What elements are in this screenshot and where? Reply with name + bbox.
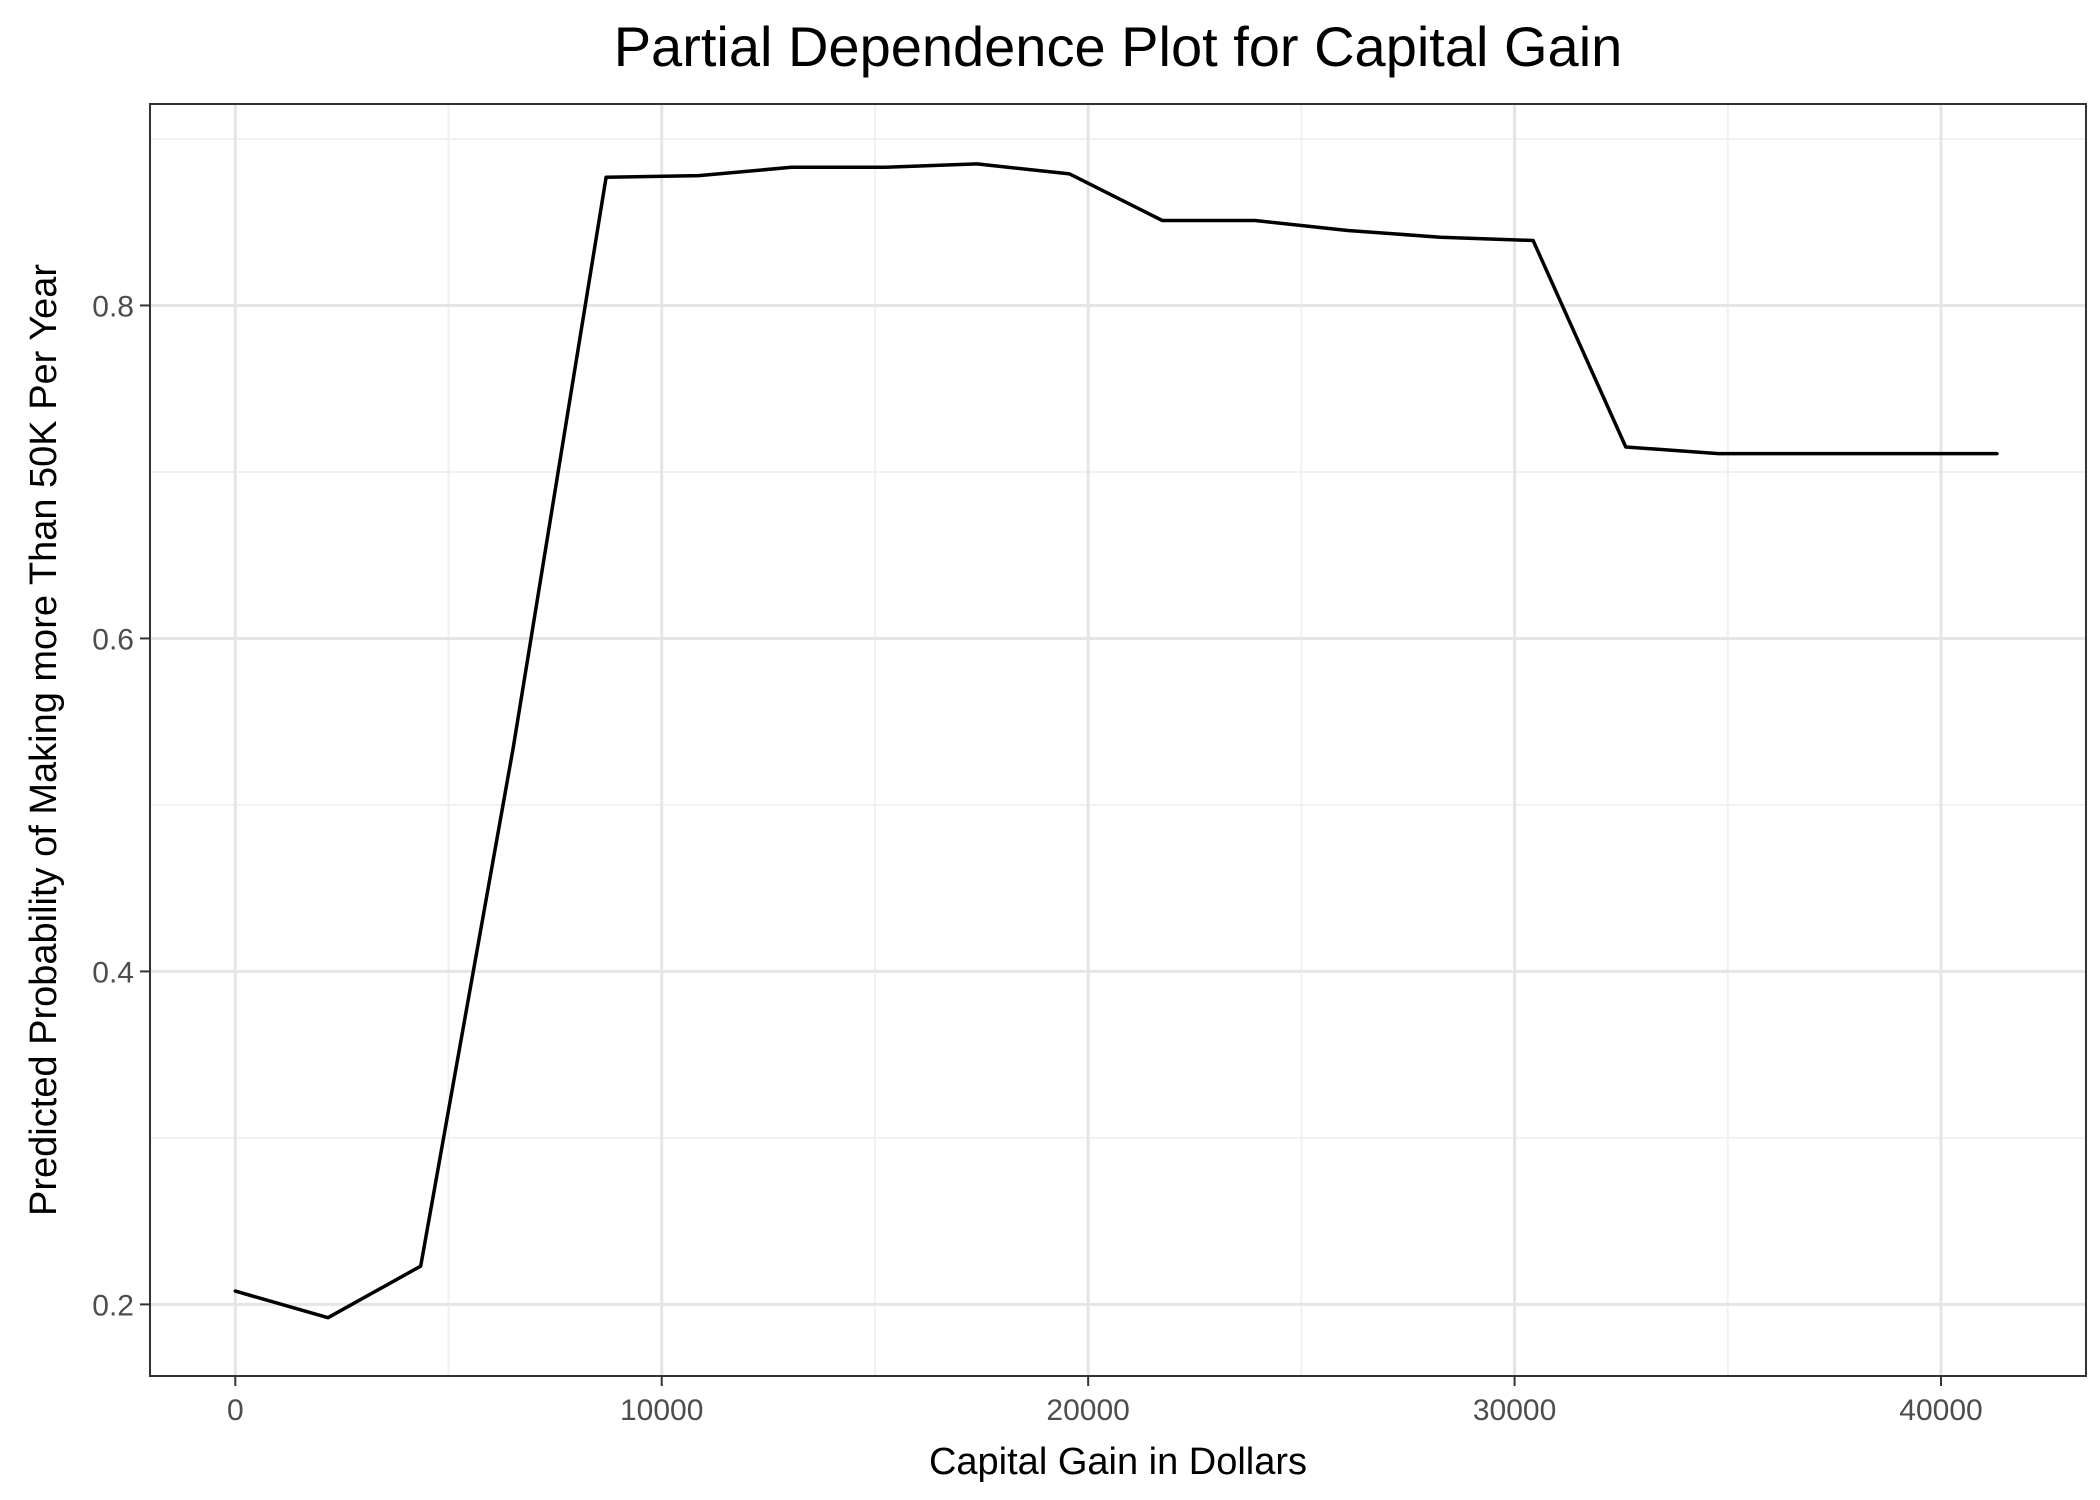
x-tick-label: 40000 [1899,1394,1982,1427]
y-tick-label: 0.6 [92,623,134,656]
x-tick-label: 20000 [1046,1394,1129,1427]
plot-panel-border [149,103,2087,1377]
chart-title: Partial Dependence Plot for Capital Gain [614,15,1623,78]
series-layer [233,162,1999,1320]
y-axis-title: Predicted Probability of Making more Tha… [23,264,65,1216]
y-tick-label: 0.8 [92,290,134,323]
series-line [233,162,1999,1320]
x-tick-label: 0 [227,1394,244,1427]
axis-layer: 0 10000 20000 30000 40000 0.2 0.4 0.6 0.8 [92,290,1982,1427]
x-tick-label: 10000 [620,1394,703,1427]
y-tick-label: 0.2 [92,1289,134,1322]
grid-layer [150,104,2086,1376]
y-tick-label: 0.4 [92,956,134,989]
x-axis-title: Capital Gain in Dollars [929,1441,1307,1483]
x-tick-label: 30000 [1473,1394,1556,1427]
